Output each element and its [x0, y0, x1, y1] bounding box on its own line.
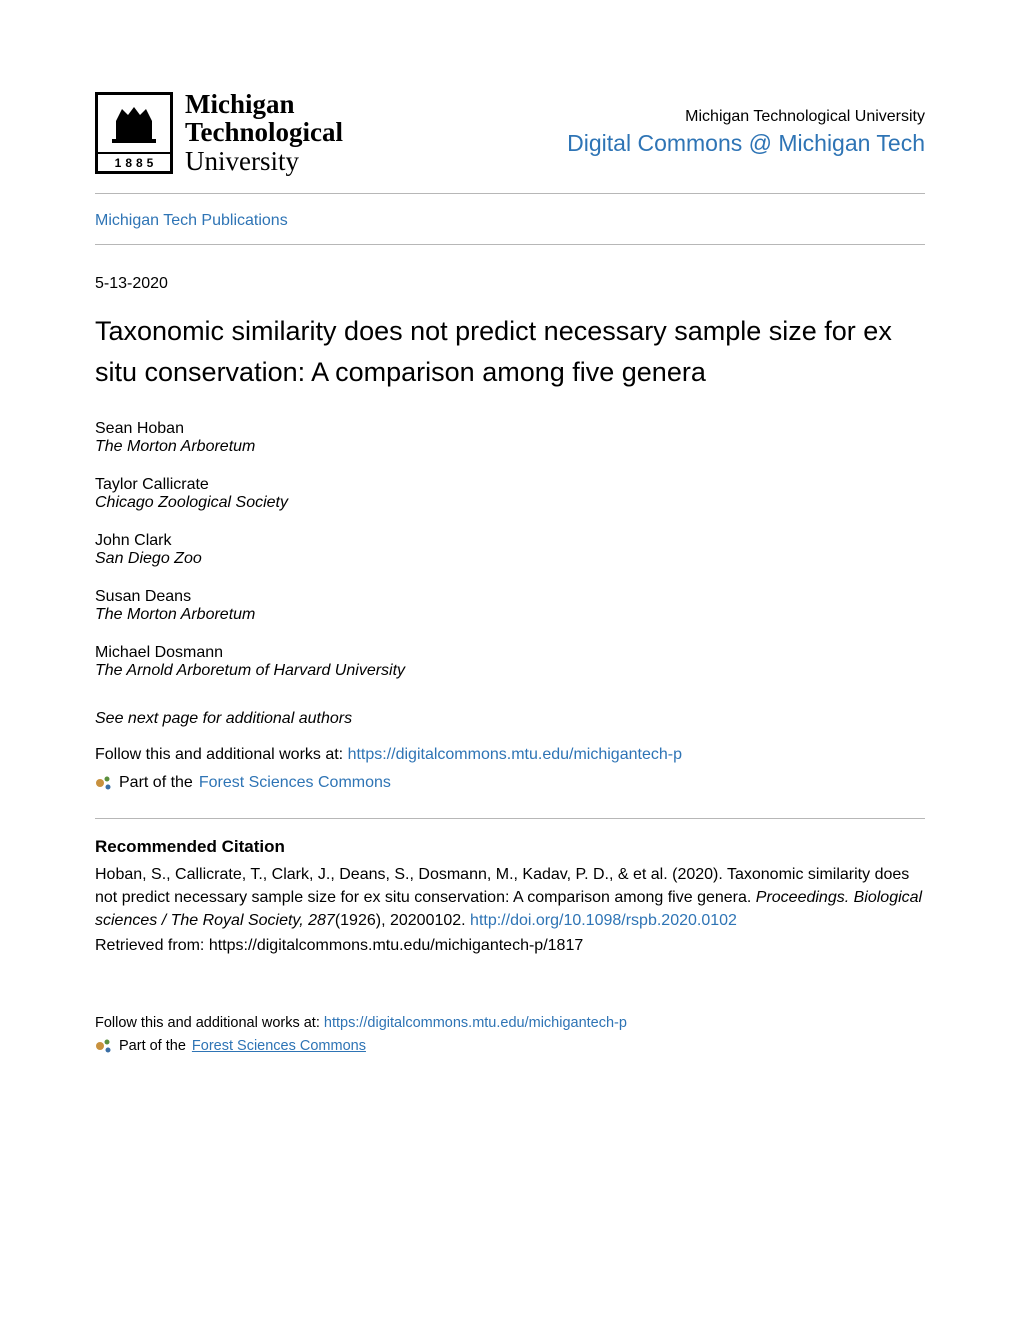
publication-date: 5-13-2020 [95, 275, 925, 293]
logo-wordmark: Michigan Technological University [185, 90, 343, 175]
university-logo[interactable]: 1885 Michigan Technological University [95, 90, 343, 175]
author-affiliation: Chicago Zoological Society [95, 494, 925, 512]
author-block: Michael Dosmann The Arnold Arboretum of … [95, 644, 925, 680]
network-icon [95, 1037, 113, 1055]
author-name: Michael Dosmann [95, 644, 925, 662]
header: 1885 Michigan Technological University M… [95, 90, 925, 175]
divider [95, 244, 925, 245]
husky-icon [98, 95, 170, 152]
author-affiliation: The Morton Arboretum [95, 606, 925, 624]
logo-line2: Technological [185, 118, 343, 146]
repository-link[interactable]: Digital Commons @ Michigan Tech [567, 130, 925, 157]
footer-partof-link[interactable]: Forest Sciences Commons [192, 1038, 366, 1054]
institution-name: Michigan Technological University [567, 108, 925, 126]
author-affiliation: The Morton Arboretum [95, 438, 925, 456]
footer-follow-line: Follow this and additional works at: htt… [95, 1015, 925, 1031]
follow-prefix: Follow this and additional works at: [95, 746, 348, 763]
retrieved-from: Retrieved from: https://digitalcommons.m… [95, 937, 925, 955]
recommended-citation-heading: Recommended Citation [95, 837, 925, 857]
logo-year: 1885 [98, 152, 170, 171]
partof-prefix: Part of the [119, 774, 193, 792]
doi-link[interactable]: http://doi.org/10.1098/rspb.2020.0102 [470, 912, 737, 929]
author-name: Susan Deans [95, 588, 925, 606]
follow-url-link[interactable]: https://digitalcommons.mtu.edu/michigant… [348, 746, 682, 763]
author-block: Sean Hoban The Morton Arboretum [95, 420, 925, 456]
author-block: Taylor Callicrate Chicago Zoological Soc… [95, 476, 925, 512]
logo-line3: University [185, 147, 343, 175]
network-icon [95, 774, 113, 792]
follow-works-line: Follow this and additional works at: htt… [95, 746, 925, 764]
see-next-authors: See next page for additional authors [95, 710, 925, 728]
collection-link[interactable]: Michigan Tech Publications [95, 212, 288, 229]
article-title: Taxonomic similarity does not predict ne… [95, 311, 925, 392]
footer-follow-prefix: Follow this and additional works at: [95, 1015, 324, 1031]
collection-row: Michigan Tech Publications [95, 194, 925, 244]
author-affiliation: San Diego Zoo [95, 550, 925, 568]
author-name: Sean Hoban [95, 420, 925, 438]
author-name: John Clark [95, 532, 925, 550]
footer-partof-line: Part of the Forest Sciences Commons [95, 1037, 925, 1055]
citation-issue: (1926), 20200102. [335, 912, 470, 929]
footer-follow-link[interactable]: https://digitalcommons.mtu.edu/michigant… [324, 1015, 627, 1031]
author-affiliation: The Arnold Arboretum of Harvard Universi… [95, 662, 925, 680]
header-right: Michigan Technological University Digita… [567, 108, 925, 157]
author-block: John Clark San Diego Zoo [95, 532, 925, 568]
logo-mark: 1885 [95, 92, 173, 174]
footer-partof-prefix: Part of the [119, 1038, 186, 1054]
part-of-line: Part of the Forest Sciences Commons [95, 774, 925, 792]
divider [95, 818, 925, 819]
partof-link[interactable]: Forest Sciences Commons [199, 774, 391, 792]
citation-text: Hoban, S., Callicrate, T., Clark, J., De… [95, 863, 925, 933]
author-block: Susan Deans The Morton Arboretum [95, 588, 925, 624]
logo-line1: Michigan [185, 90, 343, 118]
author-name: Taylor Callicrate [95, 476, 925, 494]
